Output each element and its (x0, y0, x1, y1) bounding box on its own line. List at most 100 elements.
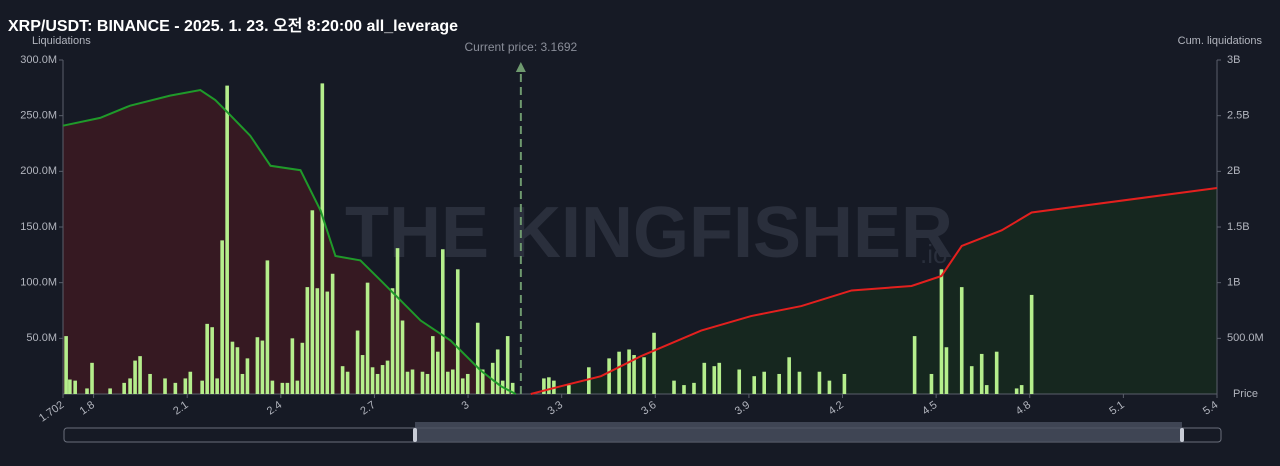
bar (395, 248, 400, 394)
bar (133, 360, 137, 394)
bar (702, 362, 707, 394)
bar (979, 353, 984, 394)
x-tick-label: 2.7 (358, 399, 377, 418)
bar (737, 369, 742, 394)
bar (330, 273, 335, 394)
x-tick-label: 4.8 (1014, 399, 1033, 418)
bar (370, 367, 375, 394)
bar (632, 355, 636, 394)
bar (305, 287, 310, 394)
bar (984, 385, 989, 394)
bar (73, 380, 77, 394)
bar (712, 366, 717, 394)
y-tick-label: 250.0M (20, 110, 57, 122)
bar (1019, 385, 1024, 394)
bar (480, 369, 485, 394)
bar (300, 342, 305, 394)
bar (450, 369, 455, 394)
bar (1014, 388, 1019, 394)
x-tick-label: 5.1 (1107, 399, 1126, 418)
y-tick-label: 300.0M (20, 54, 57, 66)
bar (68, 379, 72, 394)
bar (495, 349, 500, 394)
bar (220, 240, 224, 394)
x-tick-label: 3 (460, 399, 472, 412)
bar (400, 320, 405, 394)
current-price-arrow (515, 62, 526, 72)
y2-tick-label: 500.0M (1227, 332, 1264, 344)
bar (460, 378, 465, 394)
bar (205, 323, 209, 394)
chart-title: XRP/USDT: BINANCE - 2025. 1. 23. 오전 8:20… (8, 17, 458, 35)
y2-tick-label: 1B (1227, 277, 1240, 289)
bar (547, 377, 551, 394)
bar (542, 378, 546, 394)
bar (817, 371, 822, 394)
x-tick-label: 3.3 (546, 399, 565, 418)
bar (280, 382, 285, 394)
bar (245, 358, 250, 394)
bar (340, 366, 345, 394)
bar (607, 358, 611, 394)
x-tick-label: 3.6 (639, 399, 658, 418)
bar (752, 376, 757, 394)
bar (617, 351, 621, 394)
x-axis-label: Price (1233, 388, 1258, 400)
bar (445, 371, 450, 394)
x-tick-label: 1.702 (37, 399, 66, 425)
bar (128, 378, 132, 394)
bar (682, 385, 686, 394)
scrollbar-handle[interactable] (413, 428, 417, 442)
bar (260, 340, 265, 394)
current-price-label: Current price: 3.1692 (464, 40, 577, 54)
bar (345, 371, 350, 394)
bar (325, 291, 330, 394)
bar (200, 380, 204, 394)
y-tick-label: 50.0M (26, 332, 57, 344)
bar (215, 378, 219, 394)
bar (587, 367, 591, 394)
bar (365, 282, 370, 394)
bar (270, 380, 275, 394)
bar (285, 382, 290, 394)
bar (929, 373, 934, 394)
bar (255, 337, 260, 394)
bar (183, 378, 188, 394)
bar (315, 288, 320, 394)
y2-tick-label: 2B (1227, 165, 1240, 177)
bar (148, 373, 152, 394)
bar (510, 382, 515, 394)
bar (787, 357, 791, 394)
bar (355, 330, 360, 394)
bar (440, 249, 445, 394)
y2-tick-label: 1.5B (1227, 221, 1250, 233)
x-tick-label: 4.5 (920, 399, 939, 418)
bar (827, 380, 832, 394)
bar (912, 336, 917, 394)
y-tick-label: 200.0M (20, 165, 57, 177)
scrollbar-handle[interactable] (1180, 428, 1184, 442)
bar (90, 362, 94, 394)
bar (240, 373, 245, 394)
bar (235, 347, 240, 394)
bar (627, 349, 631, 394)
bar (430, 336, 435, 394)
bar (108, 388, 112, 394)
bar (762, 371, 767, 394)
bar (994, 351, 999, 394)
y-tick-label: 100.0M (20, 277, 57, 289)
bar (717, 362, 722, 394)
bar (173, 382, 178, 394)
scrollbar-thumb[interactable] (415, 422, 1182, 442)
x-tick-label: 2.4 (265, 399, 284, 418)
y-tick-label: 150.0M (20, 221, 57, 233)
bar (390, 288, 395, 394)
bar (295, 380, 300, 394)
line (62, 89, 517, 395)
bar (652, 332, 656, 394)
bar (385, 360, 390, 394)
bar (425, 373, 430, 394)
bar (64, 336, 68, 394)
bar (959, 287, 964, 394)
